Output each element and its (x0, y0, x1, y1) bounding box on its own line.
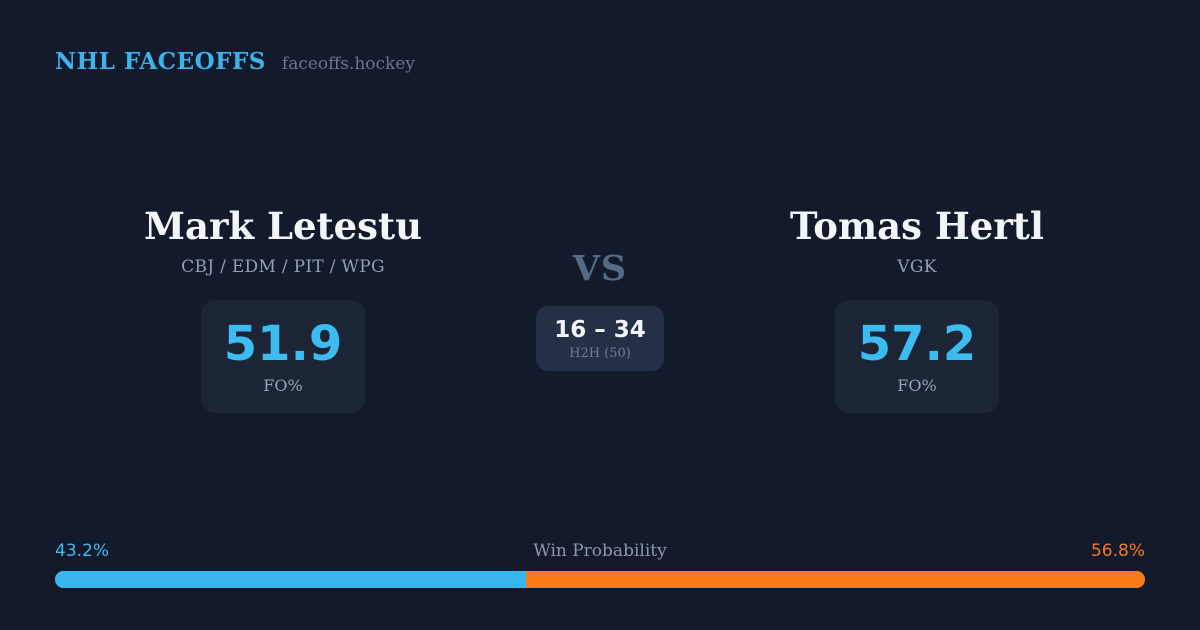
win-probability-labels: 43.2% Win Probability 56.8% (55, 541, 1145, 561)
player-name: Mark Letestu (144, 204, 422, 248)
faceoff-pct-value: 57.2 (857, 316, 977, 373)
player-card-left: Mark Letestu CBJ / EDM / PIT / WPG 51.9 … (83, 205, 483, 413)
win-probability-title: Win Probability (533, 541, 667, 561)
win-probability-fill-left (55, 571, 526, 588)
site-url: faceoffs.hockey (281, 54, 416, 74)
head-to-head-sample: H2H (50) (569, 346, 631, 361)
header: NHL FACEOFFS faceoffs.hockey (55, 48, 415, 75)
win-probability-fill-right (525, 571, 1145, 588)
head-to-head-card: 16 – 34 H2H (50) (536, 306, 664, 371)
faceoff-pct-card: 57.2 FO% (835, 299, 999, 413)
player-teams: VGK (897, 256, 937, 277)
player-teams: CBJ / EDM / PIT / WPG (181, 256, 385, 277)
faceoff-pct-value: 51.9 (223, 316, 343, 373)
win-probability-section: 43.2% Win Probability 56.8% (55, 541, 1145, 588)
faceoff-pct-label: FO% (263, 375, 303, 395)
faceoff-pct-card: 51.9 FO% (201, 299, 365, 413)
head-to-head-score: 16 – 34 (554, 317, 646, 343)
matchup-center: VS 16 – 34 H2H (50) (450, 248, 750, 371)
player-card-right: Tomas Hertl VGK 57.2 FO% (717, 205, 1117, 413)
player-name: Tomas Hertl (790, 204, 1044, 248)
brand-title: NHL FACEOFFS (55, 48, 266, 75)
win-probability-right-pct: 56.8% (1090, 541, 1145, 561)
win-probability-left-pct: 43.2% (55, 541, 110, 561)
win-probability-bar (55, 571, 1145, 588)
vs-label: VS (572, 248, 628, 289)
faceoff-pct-label: FO% (897, 375, 937, 395)
